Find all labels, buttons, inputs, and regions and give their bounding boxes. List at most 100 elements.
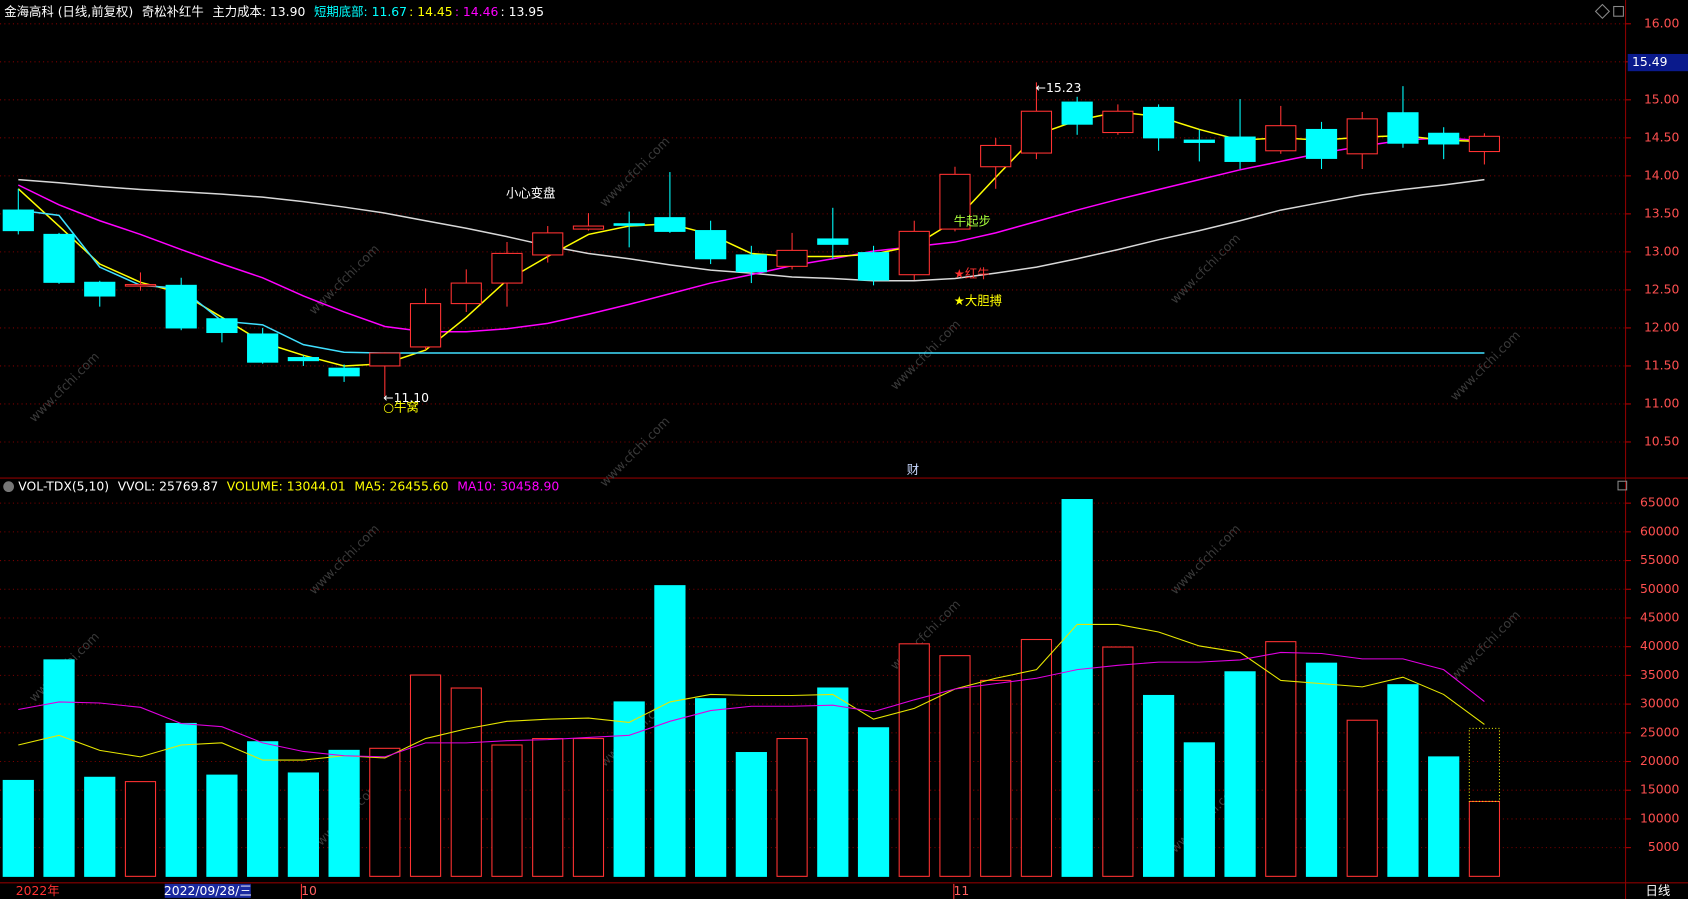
volume-bar: [817, 687, 849, 877]
price-marker: [1627, 53, 1688, 72]
icon-collapse[interactable]: [3, 481, 14, 493]
annotation: 牛起步: [954, 213, 991, 228]
volume-bar: [532, 738, 564, 877]
indicator-line: [18, 209, 1485, 354]
y-tick-label: 65000: [1640, 496, 1679, 510]
candle-body: [1020, 110, 1053, 154]
candle-body: [165, 284, 197, 329]
header-item: 奇松补红牛: [142, 3, 204, 18]
candle-body: [491, 252, 523, 284]
annotation: 财: [907, 463, 919, 477]
candle-body: [1305, 128, 1338, 159]
candle-body: [1265, 125, 1297, 152]
candle-body: [1061, 101, 1093, 125]
annotation: 小心变盘: [506, 185, 556, 200]
candle-body: [817, 238, 849, 245]
y-tick-label: 15.00: [1644, 92, 1680, 106]
candle-body: [532, 232, 564, 256]
candle-body: [572, 225, 605, 230]
volume-bar: [1346, 719, 1378, 877]
candle-body: [1183, 139, 1215, 143]
icon-diamond[interactable]: [1594, 3, 1611, 19]
volume-ma-line: [18, 651, 1485, 758]
volume-bar: [1468, 800, 1501, 877]
header-item: : 14.45: [409, 4, 453, 18]
header-item: : 14.46: [455, 4, 499, 18]
volume-bar: [369, 747, 401, 877]
candle-body: [287, 357, 319, 362]
candle-body: [1224, 136, 1256, 162]
volume-bar: [1305, 662, 1338, 877]
y-tick-label: 40000: [1640, 639, 1679, 653]
y-tick-label: 10.50: [1644, 434, 1680, 448]
candle-body: [1468, 135, 1501, 153]
candle-body: [369, 352, 401, 367]
volume-bar: [124, 781, 157, 877]
volume-bar: [84, 776, 116, 877]
icon-window[interactable]: [1613, 5, 1624, 17]
candle-body: [695, 230, 727, 260]
header-item: 金海高科 (日线,前复权): [4, 3, 133, 18]
candle-body: [1102, 110, 1134, 134]
volume-bar: [165, 722, 197, 877]
volume-bar: [613, 701, 645, 877]
x-tick-label: 2022/09/28/三: [164, 884, 252, 898]
volume-bar: [654, 585, 686, 877]
header-item: : 13.95: [501, 4, 545, 18]
volume-bar: [1102, 646, 1134, 877]
candle-body: [43, 233, 75, 283]
candle-body: [735, 254, 767, 273]
volume-bar: [572, 738, 605, 877]
date-highlight: [164, 883, 251, 898]
volume-bar: [695, 698, 727, 877]
y-tick-label: 10000: [1640, 811, 1679, 825]
candle-body: [980, 144, 1012, 168]
header-item: MA10: 30458.90: [457, 479, 559, 493]
candle-body: [898, 230, 930, 276]
y-tick-label: 60000: [1640, 524, 1679, 538]
y-tick-label: 30000: [1640, 697, 1679, 711]
volume-bar: [247, 741, 279, 877]
volume-bar: [1224, 671, 1256, 877]
x-tick-label: 2022年: [16, 884, 60, 898]
annotation: ★红牛: [954, 266, 990, 281]
candle-body: [450, 282, 482, 305]
annotation: ←15.23: [1036, 81, 1082, 95]
candle-body: [124, 284, 157, 287]
annotation: ○牛窝: [383, 400, 419, 415]
header-item: 主力成本: 13.90: [212, 4, 305, 18]
volume-bar: [450, 687, 482, 877]
panel-header: 金海高科 (日线,前复权) 奇松补红牛 主力成本: 13.90 短期底部: 11.67…: [4, 3, 544, 18]
candle-body: [654, 217, 686, 232]
candle-body: [939, 173, 971, 230]
volume-bar: [2, 779, 34, 877]
volume-bar: [735, 752, 767, 877]
volume-bar: [1142, 694, 1175, 877]
volume-bar: [1183, 742, 1215, 877]
candle-body: [1346, 118, 1378, 155]
y-tick-label: 14.00: [1644, 168, 1680, 182]
y-tick-label: 5000: [1648, 840, 1680, 854]
y-tick-label: 13.00: [1644, 244, 1680, 258]
volume-bar: [1020, 638, 1053, 877]
candle-body: [1142, 106, 1175, 139]
y-tick-label: 12.50: [1644, 282, 1680, 296]
volume-bar: [776, 738, 808, 877]
candle-body: [613, 223, 645, 226]
volume-bar: [491, 744, 523, 877]
candle-body: [206, 318, 238, 334]
header-item: VVOL: 25769.87: [118, 479, 219, 493]
panel-header: VOL-TDX(5,10) VVOL: 25769.87 VOLUME: 13044…: [18, 479, 559, 493]
x-tick-label: 10: [301, 884, 317, 898]
candle-body: [776, 249, 808, 267]
volume-bar: [328, 749, 360, 877]
y-tick-label: 13.50: [1644, 206, 1680, 220]
icon-window[interactable]: [1617, 480, 1628, 491]
candle-body: [328, 367, 360, 377]
volume-bar: [287, 772, 319, 877]
annotation: ★大胆搏: [954, 293, 1002, 308]
y-tick-label: 12.00: [1644, 320, 1680, 334]
y-tick-label: 50000: [1640, 582, 1679, 596]
candle-body: [247, 333, 279, 363]
y-tick-label: 15000: [1640, 783, 1679, 797]
